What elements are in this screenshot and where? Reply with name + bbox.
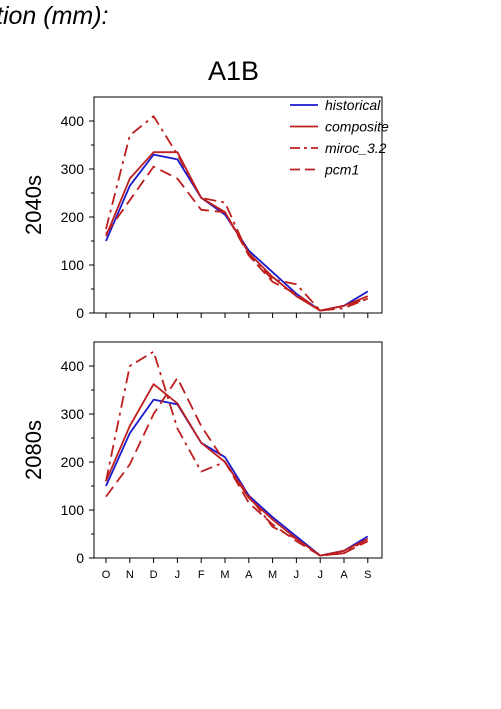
y-tick-label: 0	[76, 550, 84, 566]
x-tick-label: O	[102, 569, 111, 581]
x-tick-label: M	[220, 569, 229, 581]
y-axis-label: 2080s	[21, 420, 46, 480]
legend: historical composite miroc_3.2 pcm1	[290, 97, 389, 178]
series-line-composite	[105, 383, 369, 557]
scenario-title: A1B	[208, 56, 260, 86]
y-axis-label: 2040s	[21, 175, 46, 235]
series-line-historical	[105, 398, 369, 557]
page-title: tion (mm):	[0, 2, 109, 30]
y-tick-label: 300	[61, 161, 85, 177]
legend-label: pcm1	[324, 162, 359, 178]
legend-label: historical	[325, 97, 381, 113]
x-tick-label: A	[340, 569, 348, 581]
x-tick-label: J	[175, 569, 181, 581]
series-line-pcm1	[105, 165, 369, 312]
y-tick-label: 0	[76, 305, 84, 321]
y-tick-label: 400	[61, 113, 85, 129]
y-tick-label: 100	[61, 502, 85, 518]
x-tick-label: J	[317, 569, 323, 581]
legend-label: composite	[325, 119, 389, 135]
y-tick-label: 400	[61, 358, 85, 374]
x-tick-label: S	[364, 569, 371, 581]
plot-frame	[93, 96, 383, 314]
y-tick-label: 300	[61, 406, 85, 422]
x-tick-label: F	[198, 569, 205, 581]
x-tick-label: M	[268, 569, 277, 581]
y-tick-label: 200	[61, 209, 85, 225]
x-tick-label: D	[150, 569, 158, 581]
y-tick-label: 100	[61, 257, 85, 273]
x-tick-label: N	[126, 569, 134, 581]
panel-2040s: 0 100 200 300 400 2040s historical composite mir…	[21, 96, 389, 321]
x-tick-label: J	[294, 569, 300, 581]
series-line-miroc-3-2	[105, 350, 369, 557]
panel-2080s: 0 100 200 300 400 O N D J F M A M J J A S 2080s	[21, 341, 383, 581]
y-tick-label: 200	[61, 454, 85, 470]
series-line-pcm1	[105, 377, 369, 557]
x-tick-label: A	[245, 569, 253, 581]
legend-label: miroc_3.2	[325, 140, 387, 156]
plot-frame	[93, 341, 383, 559]
